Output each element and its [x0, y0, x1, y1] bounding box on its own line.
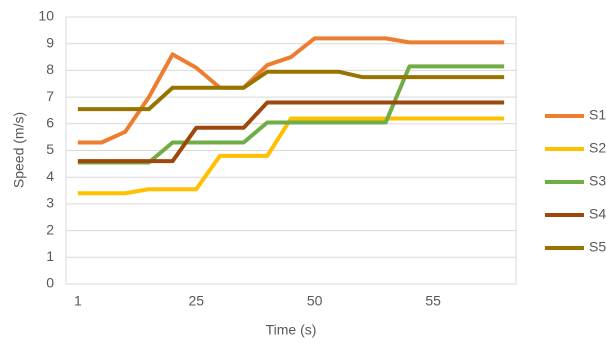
y-tick-label: 6: [46, 115, 54, 131]
y-tick-label: 1: [46, 248, 54, 264]
series-line: [77, 116, 505, 196]
y-tick-label: 3: [46, 195, 54, 211]
x-tick-label: 55: [425, 293, 441, 309]
legend-label: S1: [589, 107, 606, 123]
y-tick-label: 2: [46, 221, 54, 237]
plot-border: [65, 16, 517, 285]
y-tick-label: 4: [46, 168, 54, 184]
legend-label: S3: [589, 173, 606, 189]
legend-label: S4: [589, 206, 606, 222]
x-axis-label: Time (s): [266, 322, 317, 338]
x-tick-label: 1: [74, 293, 82, 309]
y-tick-label: 9: [46, 34, 54, 50]
y-tick-label: 5: [46, 141, 54, 157]
x-tick-label: 50: [307, 293, 323, 309]
y-tick-label: 0: [46, 275, 54, 291]
series-line: [77, 64, 505, 165]
y-tick-label: 8: [46, 61, 54, 77]
series-line: [77, 69, 505, 112]
y-tick-label: 10: [38, 8, 54, 24]
series-line: [77, 36, 505, 145]
y-axis-label: Speed (m/s): [11, 112, 27, 188]
x-tick-label: 25: [188, 293, 204, 309]
legend-label: S5: [589, 239, 606, 255]
legend-label: S2: [589, 140, 606, 156]
series-line: [77, 100, 505, 164]
y-tick-label: 7: [46, 88, 54, 104]
